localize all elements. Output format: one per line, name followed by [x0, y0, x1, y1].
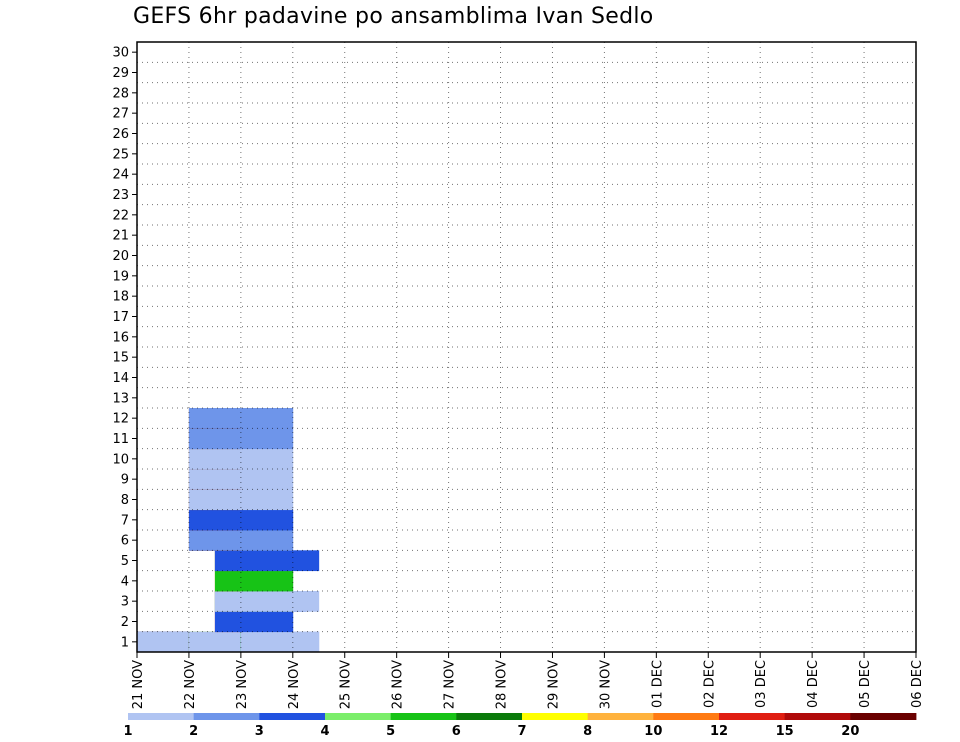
y-tick-label: 1 — [121, 635, 129, 650]
legend-label: 8 — [583, 724, 592, 739]
precip-cell — [188, 448, 294, 470]
y-tick-label: 8 — [121, 493, 129, 508]
y-tick-label: 24 — [112, 168, 129, 183]
chart-title: GEFS 6hr padavine po ansamblima Ivan Sed… — [133, 4, 654, 29]
y-tick-label: 2 — [121, 615, 129, 630]
x-tick-label: 29 NOV — [546, 660, 561, 709]
y-tick-label: 10 — [112, 452, 129, 467]
legend-swatch — [128, 713, 195, 720]
precip-cell — [214, 550, 320, 572]
legend-swatch — [522, 713, 589, 720]
x-tick-label: 21 NOV — [131, 660, 146, 709]
y-tick-label: 23 — [112, 188, 129, 203]
legend-label: 12 — [710, 724, 728, 739]
precip-cell — [214, 591, 320, 612]
precip-cell — [188, 408, 294, 429]
precip-cell — [188, 530, 294, 551]
legend-label: 2 — [189, 724, 198, 739]
x-tick-label: 05 DEC — [858, 660, 873, 708]
x-tick-label: 02 DEC — [702, 660, 717, 708]
y-tick-label: 21 — [112, 229, 129, 244]
legend-swatch — [719, 713, 786, 720]
precip-cells — [137, 408, 320, 653]
y-tick-label: 14 — [112, 371, 129, 386]
y-tick-label: 6 — [121, 534, 129, 549]
y-tick-label: 12 — [112, 412, 129, 427]
y-tick-label: 3 — [121, 595, 129, 610]
y-tick-label: 17 — [112, 310, 129, 325]
legend-swatch — [259, 713, 326, 720]
legend-swatch — [456, 713, 523, 720]
precip-cell — [240, 631, 320, 653]
y-tick-label: 9 — [121, 473, 129, 488]
grid — [137, 42, 916, 652]
y-tick-label: 15 — [112, 351, 129, 366]
x-tick-label: 06 DEC — [910, 660, 925, 708]
legend-swatch — [325, 713, 392, 720]
x-tick-label: 23 NOV — [235, 660, 250, 709]
plot-frame — [136, 41, 917, 653]
y-tick-label: 30 — [112, 46, 129, 61]
x-tick-label: 24 NOV — [287, 660, 302, 709]
y-tick-label: 28 — [112, 86, 129, 101]
precip-cell — [188, 489, 294, 511]
precip-cell — [188, 509, 294, 531]
legend-label: 3 — [255, 724, 264, 739]
legend-label: 10 — [644, 724, 662, 739]
y-tick-label: 25 — [112, 147, 129, 162]
y-tick-label: 26 — [112, 127, 129, 142]
precip-cell — [188, 428, 294, 450]
legend-label: 6 — [452, 724, 461, 739]
legend-label: 4 — [320, 724, 329, 739]
y-tick-label: 4 — [121, 574, 129, 589]
legend-label: 15 — [776, 724, 794, 739]
x-tick-label: 26 NOV — [391, 660, 406, 709]
legend-swatch — [784, 713, 851, 720]
legend-swatch — [850, 713, 917, 720]
x-tick-label: 03 DEC — [754, 660, 769, 708]
legend-label: 1 — [123, 724, 132, 739]
y-tick-label: 18 — [112, 290, 129, 305]
x-tick-label: 01 DEC — [650, 660, 665, 708]
x-tick-label: 22 NOV — [183, 660, 198, 709]
legend-label: 20 — [841, 724, 859, 739]
x-tick-label: 25 NOV — [339, 660, 354, 709]
legend-swatch — [587, 713, 654, 720]
y-tick-label: 19 — [112, 269, 129, 284]
x-tick-label: 30 NOV — [598, 660, 613, 709]
y-tick-label: 13 — [112, 391, 129, 406]
y-tick-label: 27 — [112, 107, 129, 122]
legend-swatch — [193, 713, 260, 720]
precip-cell — [214, 570, 294, 592]
legend-label: 7 — [517, 724, 526, 739]
legend-swatch — [653, 713, 720, 720]
y-tick-label: 22 — [112, 208, 129, 223]
legend-swatch — [390, 713, 457, 720]
precip-cell — [214, 611, 294, 633]
x-tick-label: 28 NOV — [495, 660, 510, 709]
y-tick-label: 20 — [112, 249, 129, 264]
y-tick-label: 7 — [121, 513, 129, 528]
x-tick-label: 27 NOV — [443, 660, 458, 709]
y-tick-label: 16 — [112, 330, 129, 345]
y-tick-label: 5 — [121, 554, 129, 569]
x-tick-label: 04 DEC — [806, 660, 821, 708]
y-tick-label: 11 — [112, 432, 129, 447]
y-tick-label: 29 — [112, 66, 129, 81]
legend-label: 5 — [386, 724, 395, 739]
precip-cell — [188, 469, 294, 490]
